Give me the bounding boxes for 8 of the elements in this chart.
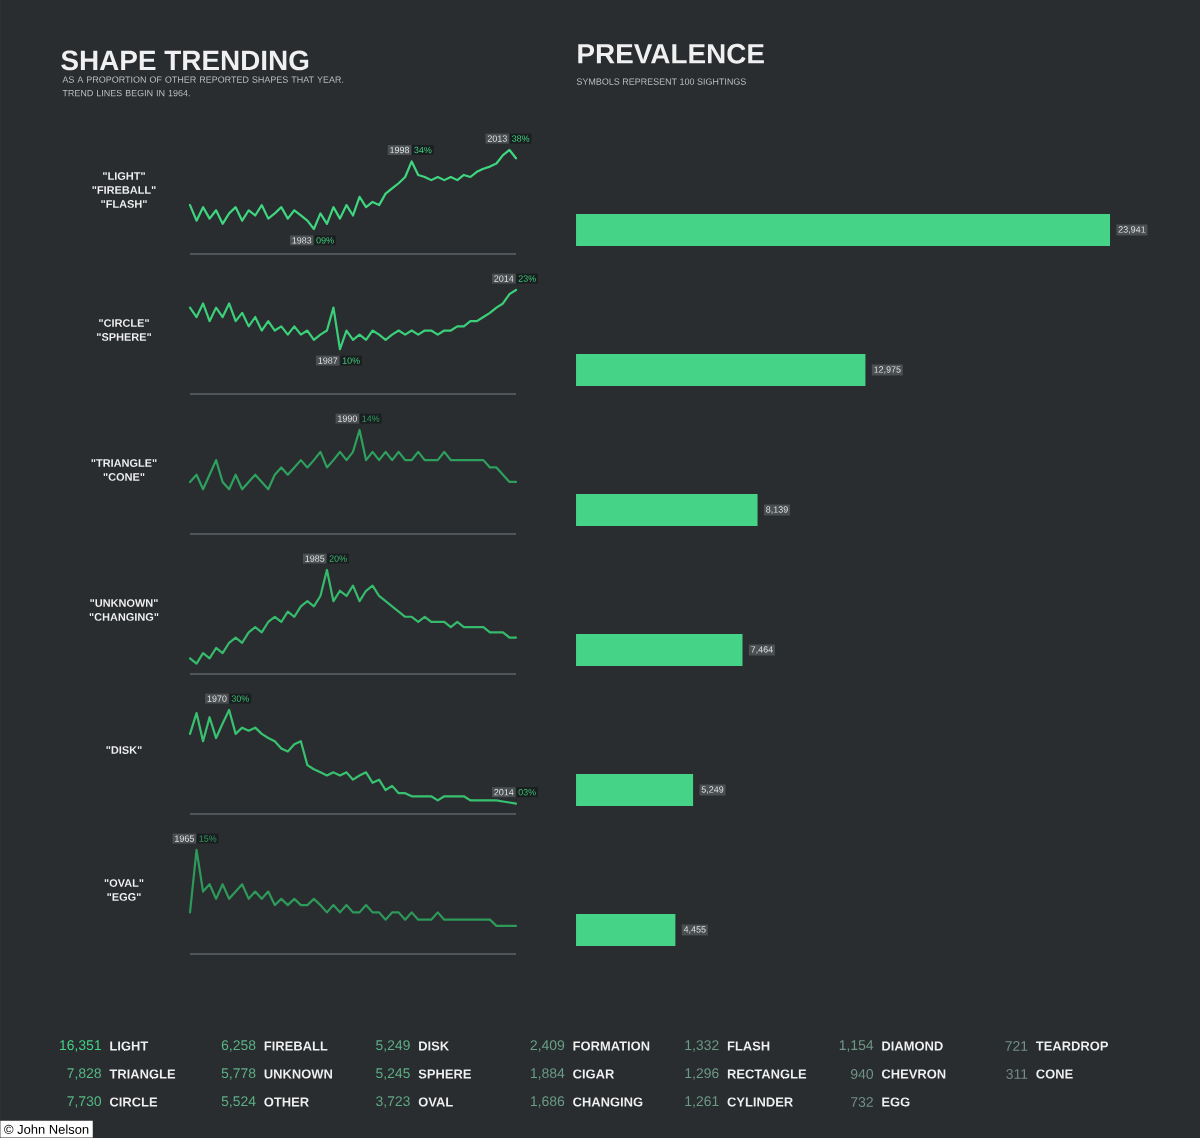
chart-title: PREVALENCE <box>578 43 764 64</box>
bar <box>576 493 758 526</box>
bar <box>576 773 694 806</box>
text: SHAPE TRENDING <box>61 50 309 71</box>
bar <box>576 213 1111 246</box>
bar <box>576 353 866 386</box>
bar <box>576 913 676 946</box>
bar <box>576 633 743 666</box>
